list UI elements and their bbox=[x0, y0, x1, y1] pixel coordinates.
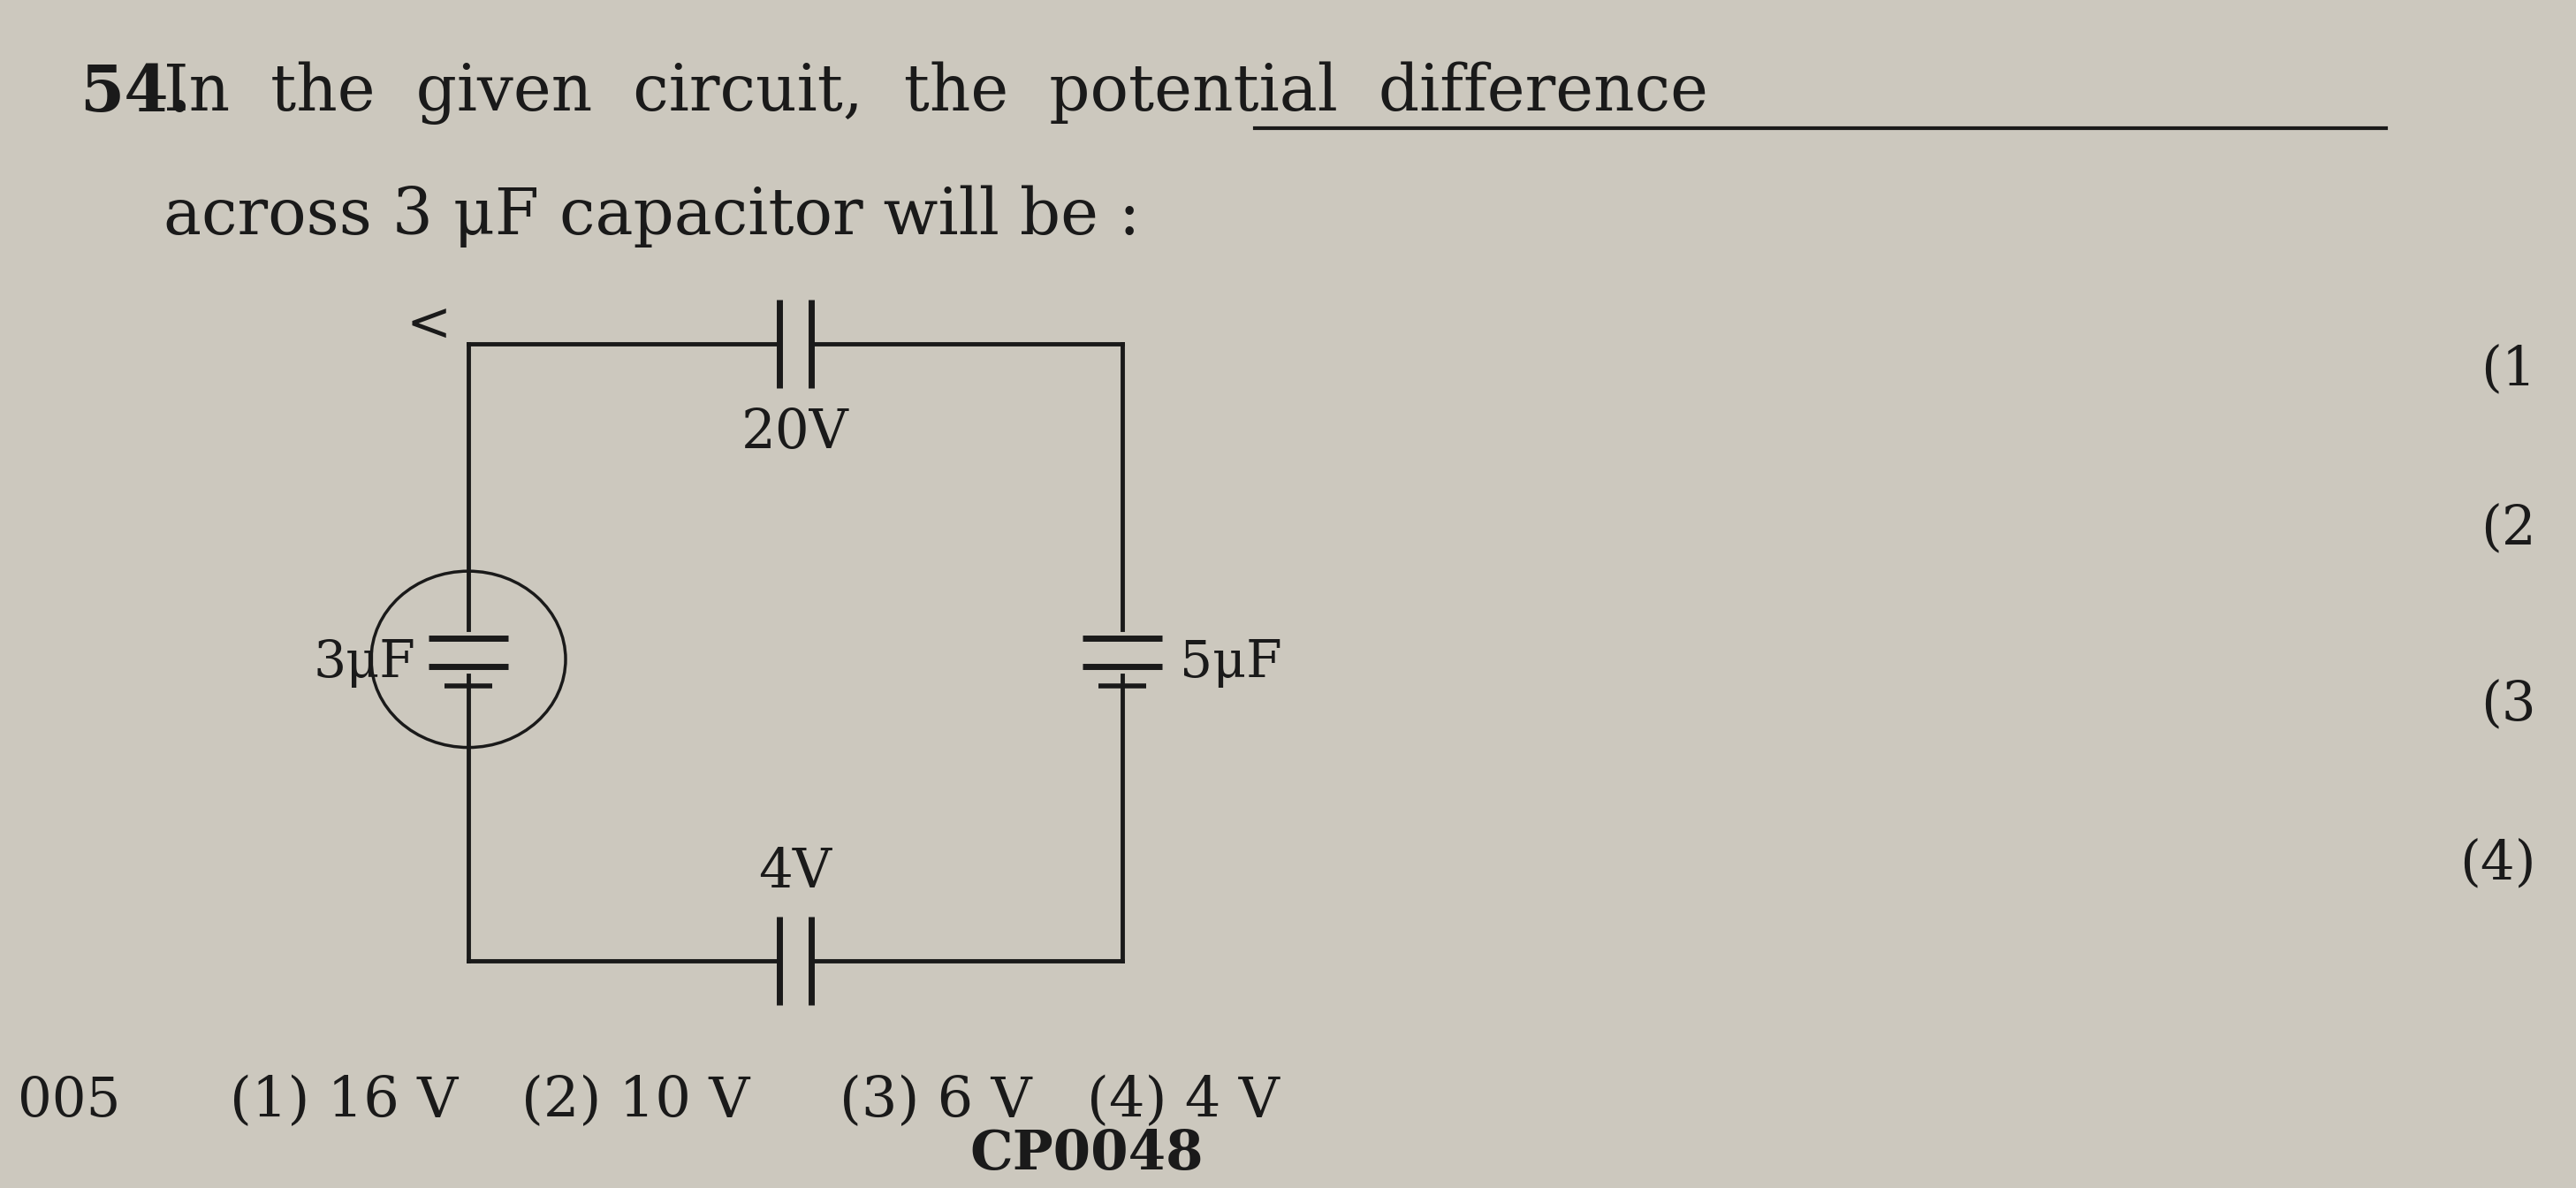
Text: CP0048: CP0048 bbox=[971, 1129, 1203, 1181]
Text: (4) 4 V: (4) 4 V bbox=[1087, 1075, 1280, 1129]
Text: 3μF: 3μF bbox=[312, 638, 415, 688]
Text: In  the  given  circuit,  the  potential  difference: In the given circuit, the potential diff… bbox=[162, 62, 1708, 125]
Text: 5μF: 5μF bbox=[1180, 638, 1283, 688]
Text: 54.: 54. bbox=[80, 62, 191, 125]
Text: 005: 005 bbox=[18, 1075, 121, 1129]
Text: (1: (1 bbox=[2481, 343, 2537, 397]
Text: (2: (2 bbox=[2481, 503, 2537, 555]
Text: <: < bbox=[407, 299, 451, 353]
Text: (2) 10 V: (2) 10 V bbox=[520, 1075, 750, 1129]
Text: across 3 μF capacitor will be :: across 3 μF capacitor will be : bbox=[162, 185, 1141, 247]
Text: 20V: 20V bbox=[742, 405, 850, 459]
Text: (3) 6 V: (3) 6 V bbox=[840, 1075, 1033, 1129]
Text: (3: (3 bbox=[2481, 678, 2537, 732]
Text: 4V: 4V bbox=[760, 846, 832, 899]
Text: (1) 16 V: (1) 16 V bbox=[229, 1075, 459, 1129]
Text: (4): (4) bbox=[2460, 838, 2537, 890]
